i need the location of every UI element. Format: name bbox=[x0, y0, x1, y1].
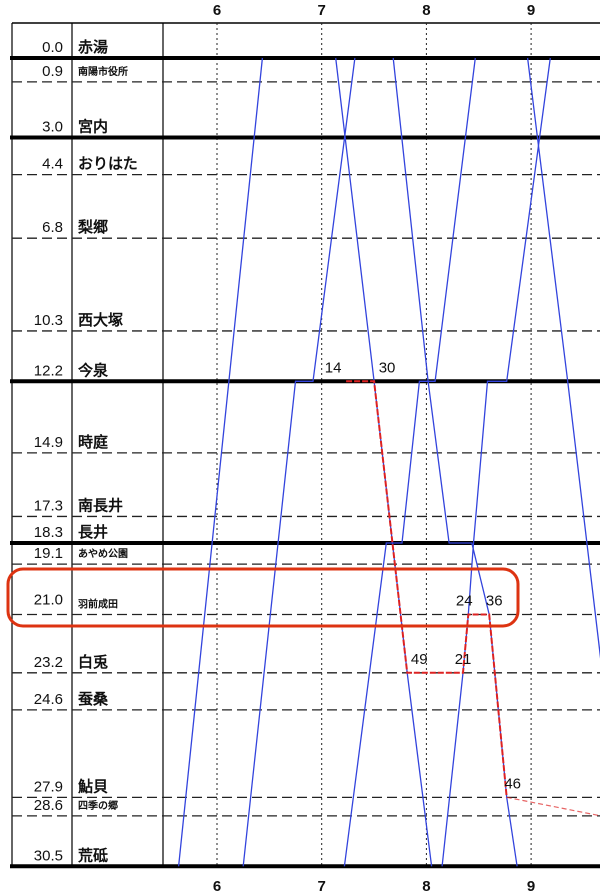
station-name: 今泉 bbox=[77, 361, 109, 379]
station-km: 18.3 bbox=[34, 524, 63, 541]
time-annotation: 46 bbox=[504, 775, 521, 792]
hour-label-bottom: 9 bbox=[527, 878, 535, 895]
hour-label-bottom: 6 bbox=[213, 878, 221, 895]
time-annotation: 14 bbox=[325, 359, 342, 376]
hour-label-bottom: 7 bbox=[318, 878, 326, 895]
station-row: 18.3 長井 bbox=[10, 523, 600, 545]
station-name: 南長井 bbox=[78, 496, 123, 514]
time-annotation: 24 bbox=[456, 593, 473, 610]
station-km: 30.5 bbox=[34, 847, 63, 864]
station-km: 6.8 bbox=[42, 219, 63, 236]
station-km: 24.6 bbox=[34, 691, 63, 708]
train-line bbox=[441, 57, 551, 867]
station-name: 南陽市役所 bbox=[78, 65, 128, 78]
station-name: 荒砥 bbox=[78, 846, 108, 864]
train-line bbox=[177, 57, 264, 867]
station-row: 28.6 四季の郷 bbox=[12, 797, 600, 817]
station-km: 10.3 bbox=[34, 312, 63, 329]
station-name: 宮内 bbox=[78, 118, 108, 136]
station-row: 17.3 南長井 bbox=[12, 496, 600, 518]
train-line bbox=[526, 57, 600, 659]
time-annotation: 36 bbox=[486, 593, 503, 610]
train-line bbox=[335, 57, 433, 867]
station-km: 0.9 bbox=[42, 63, 63, 80]
station-name: 四季の郷 bbox=[78, 799, 118, 812]
station-km: 17.3 bbox=[34, 497, 63, 514]
hour-label-bottom: 8 bbox=[422, 878, 430, 895]
highlight-box bbox=[6, 567, 520, 628]
station-name: 羽前成田 bbox=[78, 598, 118, 611]
station-km: 14.9 bbox=[34, 434, 63, 451]
station-name: おりはた bbox=[78, 155, 138, 173]
station-row: 21.0 羽前成田 bbox=[12, 592, 600, 616]
station-km: 28.6 bbox=[34, 797, 63, 814]
hour-label-top: 6 bbox=[213, 2, 221, 19]
station-row: 6.8 梨郷 bbox=[12, 218, 600, 239]
station-row: 10.3 西大塚 bbox=[12, 311, 600, 332]
time-annotation: 21 bbox=[455, 651, 472, 668]
station-km: 27.9 bbox=[34, 778, 63, 795]
station-km: 12.2 bbox=[34, 362, 63, 379]
station-km: 0.0 bbox=[42, 39, 63, 56]
station-km: 23.2 bbox=[34, 654, 63, 671]
route-line bbox=[346, 380, 508, 798]
station-row: 30.5 荒砥 bbox=[10, 846, 600, 869]
station-row: 0.0 赤湯 bbox=[10, 38, 600, 60]
station-row: 0.9 南陽市役所 bbox=[12, 63, 600, 83]
plot-area bbox=[177, 57, 600, 867]
station-name: 鮎貝 bbox=[78, 777, 108, 795]
route-walk-line bbox=[506, 796, 600, 817]
station-row: 4.4 おりはた bbox=[12, 155, 600, 176]
time-annotation: 30 bbox=[379, 359, 396, 376]
station-km: 21.0 bbox=[34, 592, 63, 609]
train-line bbox=[343, 57, 476, 867]
station-km: 3.0 bbox=[42, 119, 63, 136]
station-name: 赤湯 bbox=[78, 38, 108, 56]
hour-label-top: 7 bbox=[318, 2, 326, 19]
station-km: 4.4 bbox=[42, 156, 63, 173]
station-name: 蚕桑 bbox=[77, 690, 109, 708]
station-name: 西大塚 bbox=[78, 311, 123, 329]
station-row: 14.9 時庭 bbox=[12, 433, 600, 454]
hour-label-top: 8 bbox=[422, 2, 430, 19]
time-annotation: 49 bbox=[411, 651, 428, 668]
station-row: 19.1 あやめ公園 bbox=[12, 545, 600, 565]
station-name: 長井 bbox=[78, 523, 108, 541]
station-row: 24.6 蚕桑 bbox=[12, 690, 600, 711]
station-row: 12.2 今泉 bbox=[10, 361, 600, 384]
station-name: 梨郷 bbox=[77, 218, 108, 236]
station-row: 23.2 白兎 bbox=[12, 653, 600, 674]
station-row: 27.9 鮎貝 bbox=[12, 777, 600, 798]
station-km: 19.1 bbox=[34, 545, 63, 562]
station-name: あやめ公園 bbox=[78, 547, 128, 560]
station-name: 時庭 bbox=[78, 433, 109, 451]
station-row: 3.0 宮内 bbox=[10, 118, 600, 140]
station-name: 白兎 bbox=[78, 653, 108, 671]
hour-label-top: 9 bbox=[527, 2, 535, 19]
train-line bbox=[242, 57, 356, 867]
